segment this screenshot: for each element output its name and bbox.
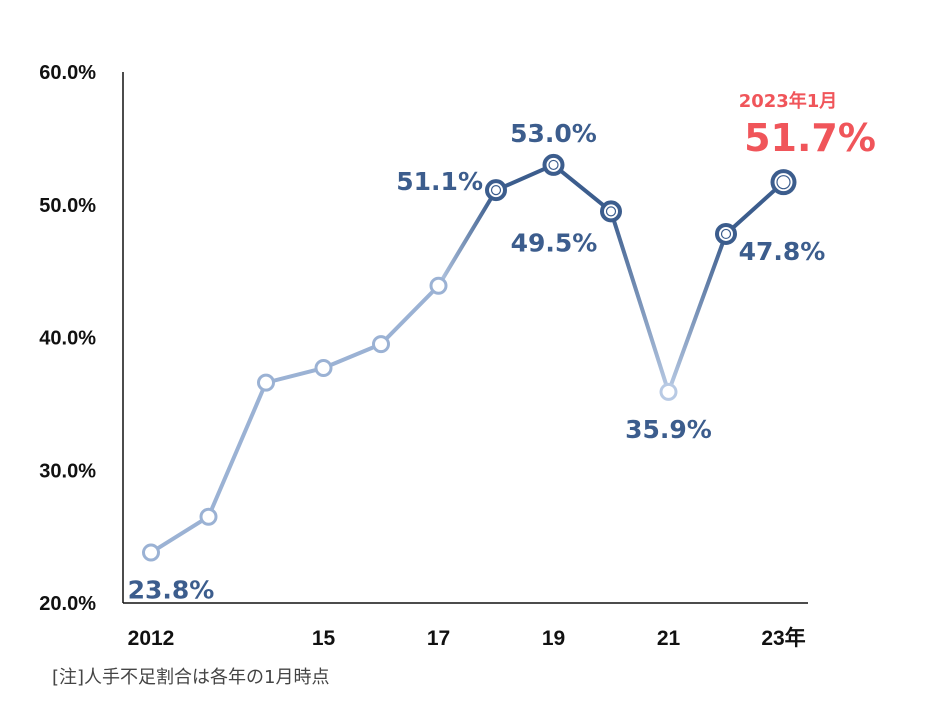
axes (122, 72, 808, 604)
line-segment (149, 514, 211, 555)
y-tick-label: 50.0% (39, 195, 96, 217)
series-line (149, 162, 786, 555)
line-chart: 20.0% 30.0% 40.0% 50.0% 60.0% 2012 15 17 19 21 23… (39, 62, 876, 650)
x-tick-label: 17 (427, 627, 450, 650)
data-point (199, 507, 218, 526)
data-point (542, 153, 565, 176)
data-point-inner-ring (605, 206, 617, 217)
y-tick-label: 30.0% (39, 460, 96, 482)
line-segment (206, 380, 268, 519)
highlight-point (770, 169, 797, 196)
highlight-value-label: 51.7% (744, 116, 876, 160)
data-point-inner-ring (776, 175, 791, 190)
x-tick-label: 21 (657, 627, 681, 650)
data-labels: 23.8% 51.1% 53.0% 49.5% 35.9% 47.8% (128, 119, 826, 605)
x-tick-labels: 2012 15 17 19 21 23年 (128, 626, 806, 650)
y-tick-label: 40.0% (39, 328, 96, 350)
data-point-inner-ring (490, 185, 502, 196)
line-segment (321, 342, 383, 371)
y-tick-label: 60.0% (39, 62, 96, 84)
highlight-annotation: 2023年1月 51.7% (739, 90, 876, 160)
data-point (257, 373, 275, 392)
data-point (715, 222, 737, 245)
footnote: [注]人手不足割合は各年の1月時点 (52, 667, 330, 688)
line-segment (551, 162, 613, 214)
x-tick-label: 15 (312, 627, 336, 650)
data-point (372, 335, 390, 354)
data-label: 47.8% (739, 237, 826, 266)
x-tick-label: 2012 (128, 627, 175, 650)
data-points (142, 153, 797, 562)
data-label: 51.1% (396, 167, 483, 196)
y-tick-labels: 20.0% 30.0% 40.0% 50.0% 60.0% (39, 62, 96, 615)
data-point (659, 382, 678, 401)
line-segment (264, 366, 326, 385)
data-point (485, 179, 507, 202)
line-segment (666, 231, 728, 394)
data-point (314, 359, 333, 378)
data-point (142, 543, 160, 562)
data-label: 49.5% (511, 228, 598, 257)
line-segment (609, 209, 671, 394)
data-label: 53.0% (510, 119, 597, 148)
data-label: 35.9% (625, 415, 712, 444)
line-segment (379, 283, 441, 347)
data-point-inner-ring (720, 228, 732, 240)
x-tick-label: 19 (542, 627, 565, 650)
data-point-inner-ring (548, 159, 559, 171)
y-tick-label: 20.0% (39, 593, 96, 615)
highlight-date-label: 2023年1月 (739, 90, 838, 112)
data-point (429, 276, 448, 295)
line-segment (436, 188, 498, 288)
data-label: 23.8% (128, 576, 215, 605)
x-tick-label: 23年 (761, 626, 805, 650)
data-point (600, 200, 622, 223)
